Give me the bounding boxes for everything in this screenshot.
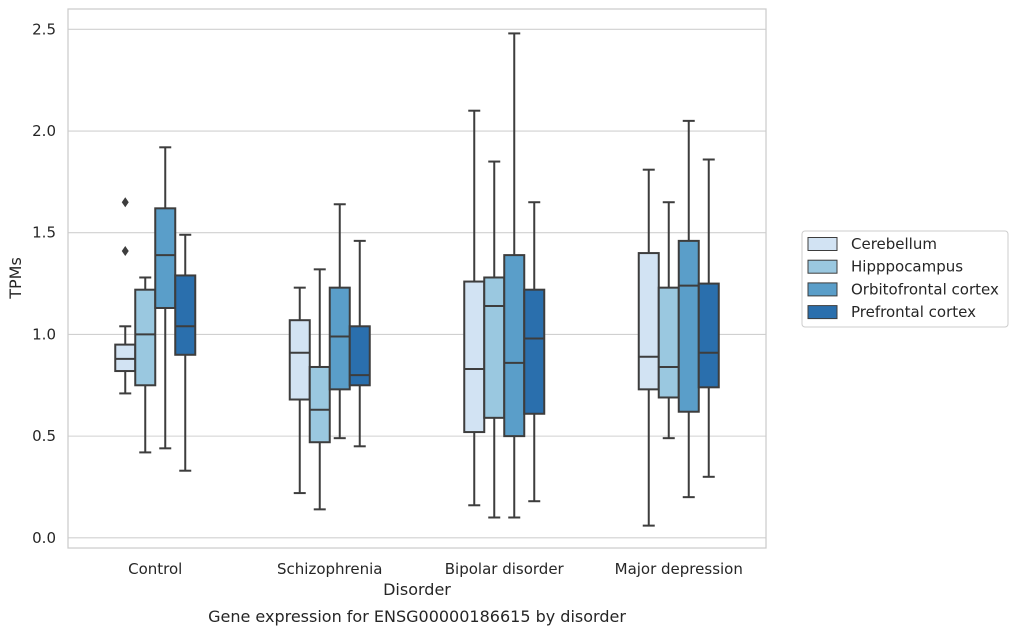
y-tick-label: 1.0 <box>32 325 56 343</box>
outlier-point <box>121 246 129 257</box>
plot-area-frame <box>67 8 767 549</box>
box-hipppocampus <box>657 201 680 440</box>
legend-label: Orbitofrontal cortex <box>851 280 999 298</box>
box-hipppocampus <box>308 268 331 511</box>
x-tick-label: Schizophrenia <box>277 560 382 578</box>
x-tick-label: Bipolar disorder <box>445 560 565 578</box>
box-body <box>657 286 680 399</box>
box-body <box>114 343 137 373</box>
x-tick-labels: Control Schizophrenia Bipolar disorder Majo… <box>128 560 743 578</box>
box-body <box>483 276 506 419</box>
legend-items: Cerebellum Hipppocampus Orbitofrontal cort… <box>807 235 999 321</box>
legend-frame <box>801 230 1009 328</box>
box-body <box>308 365 331 444</box>
box-prefrontal-cortex <box>523 201 546 503</box>
box-body <box>503 254 526 438</box>
y-tick-label: 2.0 <box>32 122 56 140</box>
x-axis-label: Disorder <box>383 580 451 599</box>
figure-caption: Gene expression for ENSG00000186615 by d… <box>208 607 626 626</box>
box-body <box>697 282 720 389</box>
box-cerebellum <box>288 286 311 495</box>
box-body <box>523 288 546 415</box>
box-prefrontal-cortex <box>174 233 197 472</box>
legend-swatch <box>807 259 838 274</box>
legend-swatch <box>807 282 838 297</box>
box-body <box>288 319 311 401</box>
box-orbitofrontal-cortex <box>154 146 177 450</box>
y-tick-label: 2.5 <box>32 20 56 38</box>
box-body <box>174 274 197 356</box>
box-body <box>348 325 371 387</box>
box-hipppocampus <box>483 160 506 519</box>
box-body <box>154 207 177 309</box>
outlier-point <box>121 197 129 208</box>
y-tick-label: 0.0 <box>32 529 56 547</box>
y-axis-label: TPMs <box>6 257 25 300</box>
boxes <box>114 32 720 527</box>
box-orbitofrontal-cortex <box>677 119 700 499</box>
box-prefrontal-cortex <box>697 158 720 478</box>
box-cerebellum <box>637 168 660 527</box>
box-body <box>463 280 486 434</box>
box-cerebellum <box>463 109 486 507</box>
x-tick-label: Control <box>128 560 182 578</box>
box-body <box>637 252 660 391</box>
box-orbitofrontal-cortex <box>503 32 526 519</box>
x-tick-label: Major depression <box>615 560 743 578</box>
legend-swatch <box>807 305 838 320</box>
legend-label: Hipppocampus <box>851 258 963 276</box>
box-body <box>134 288 157 387</box>
box-body <box>328 286 351 391</box>
box-body <box>677 239 700 413</box>
box-prefrontal-cortex <box>348 239 371 448</box>
y-tick-labels: 0.0 0.5 1.0 1.5 2.0 2.5 <box>32 20 56 546</box>
legend-label: Prefrontal cortex <box>851 303 976 321</box>
y-tick-label: 1.5 <box>32 224 56 242</box>
y-tick-label: 0.5 <box>32 427 56 445</box>
legend: Cerebellum Hipppocampus Orbitofrontal cort… <box>801 230 1009 328</box>
legend-swatch <box>807 237 838 251</box>
box-hipppocampus <box>134 276 157 454</box>
legend-label: Cerebellum <box>851 235 937 253</box>
